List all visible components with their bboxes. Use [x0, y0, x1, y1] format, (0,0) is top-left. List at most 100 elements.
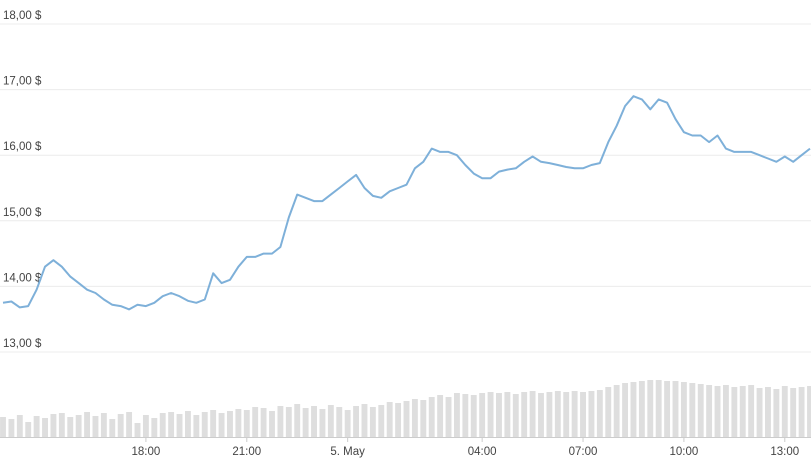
volume-bar — [655, 380, 662, 437]
volume-bar — [638, 381, 645, 437]
volume-bar — [622, 383, 629, 437]
volume-bar — [327, 405, 334, 437]
volume-bar — [252, 407, 259, 437]
x-tick-label: 18:00 — [132, 446, 161, 458]
volume-bar — [210, 410, 217, 437]
volume-bar — [613, 385, 620, 437]
volume-bar — [0, 417, 6, 437]
volume-bar — [538, 393, 544, 437]
y-tick-label: 13,00 $ — [3, 338, 42, 350]
volume-bar — [193, 415, 200, 437]
y-tick-label: 17,00 $ — [3, 76, 42, 88]
volume-bar — [437, 395, 444, 437]
volume-bar — [369, 407, 376, 437]
volume-bar — [420, 400, 427, 437]
volume-bar — [168, 412, 175, 437]
y-tick-label: 14,00 $ — [3, 272, 42, 284]
volume-bar — [201, 412, 208, 437]
x-tick-label: 5. May — [330, 446, 365, 458]
volume-bar — [285, 407, 292, 437]
volume-bar — [126, 412, 133, 437]
volume-bar — [311, 406, 317, 437]
volume-bar — [773, 389, 780, 437]
volume-bar — [235, 409, 242, 437]
volume-bar — [756, 388, 763, 437]
volume-bar — [218, 413, 225, 437]
volume-bar — [294, 404, 301, 437]
volume-bar — [672, 381, 679, 437]
volume-bar — [134, 423, 141, 437]
volume-bar — [75, 415, 82, 437]
volume-bar — [453, 393, 460, 437]
price-line — [2, 95, 811, 311]
y-tick-label: 15,00 $ — [3, 207, 42, 219]
volume-bar — [470, 395, 477, 437]
volume-bar — [243, 410, 250, 437]
volume-bar — [16, 415, 23, 437]
volume-bar — [142, 415, 149, 437]
volume-bar — [8, 419, 15, 437]
volume-bar — [159, 413, 166, 437]
volume-bar — [765, 387, 771, 437]
volume-bar — [319, 409, 326, 437]
volume-bar — [25, 422, 32, 437]
x-tick-label: 13:00 — [770, 446, 799, 458]
volume-bar — [353, 406, 360, 437]
volume-bar — [50, 414, 57, 437]
volume-bar — [546, 392, 553, 437]
x-tick-label: 21:00 — [232, 446, 261, 458]
volume-bar — [605, 387, 612, 437]
y-tick-label: 18,00 $ — [3, 10, 42, 22]
volume-bar — [361, 404, 368, 437]
volume-bar — [739, 386, 746, 437]
volume-bar — [269, 411, 275, 437]
volume-bar — [302, 408, 309, 437]
volume-bar — [647, 380, 654, 437]
volume-bar — [58, 413, 65, 437]
volume-bar — [563, 392, 570, 437]
volume-bar — [722, 385, 729, 437]
volume-bar — [176, 414, 183, 437]
volume-bar — [428, 397, 435, 437]
volume-bar — [748, 385, 755, 437]
volume-bar — [504, 392, 511, 437]
volume-bar — [630, 382, 637, 437]
volume-bar — [92, 416, 99, 437]
volume-bar — [260, 408, 267, 437]
volume-bar — [445, 397, 452, 437]
volume-bar — [109, 419, 116, 437]
volume-bar — [84, 412, 91, 437]
volume-bar — [411, 399, 418, 437]
volume-bar — [487, 392, 494, 437]
volume-bar — [151, 418, 158, 437]
volume-bar — [706, 385, 713, 437]
volume-bar — [462, 394, 469, 437]
volume-bar — [512, 394, 519, 437]
volume-bar — [395, 403, 402, 437]
volume-bar — [596, 390, 603, 437]
x-tick-label: 04:00 — [468, 446, 497, 458]
volume-bar — [479, 393, 486, 437]
y-tick-label: 16,00 $ — [3, 141, 42, 153]
volume-bar — [580, 392, 586, 437]
volume-bar — [554, 391, 561, 437]
volume-bar — [184, 411, 191, 437]
volume-bar — [781, 386, 788, 437]
x-tick-label: 07:00 — [569, 446, 598, 458]
volume-bar — [277, 406, 284, 437]
volume-bar — [571, 391, 578, 437]
volume-bar — [714, 386, 721, 437]
volume-bar — [529, 391, 536, 437]
volume-bar — [664, 381, 671, 437]
volume-bar — [42, 418, 48, 437]
volume-bar — [344, 410, 351, 437]
volume-bar — [731, 387, 738, 437]
volume-bar — [697, 384, 704, 437]
volume-bar — [521, 392, 528, 437]
volume-bar — [807, 386, 811, 437]
volume-bar — [689, 383, 696, 437]
volume-bar — [67, 417, 74, 437]
volume-bar — [496, 393, 502, 437]
volume-bar — [680, 382, 687, 437]
